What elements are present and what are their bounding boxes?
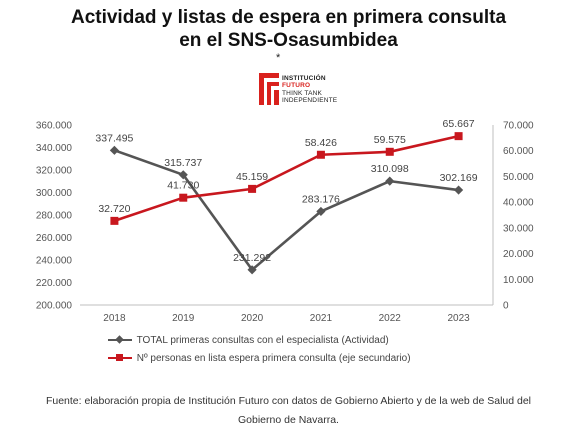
data-point-activity (385, 176, 395, 186)
data-label: 337.495 (95, 132, 133, 144)
data-point-activity (316, 206, 326, 217)
data-label: 65.667 (443, 118, 475, 130)
chart-title-line1: Actividad y listas de espera en primera … (70, 7, 507, 28)
data-point-waiting-list (248, 184, 257, 193)
data-label: 58.426 (305, 137, 337, 149)
data-point-waiting-list (316, 150, 325, 159)
y-primary-tick-label: 240.000 (36, 256, 73, 267)
series-markers (109, 132, 464, 275)
logo-line4: INDEPENDIENTE (282, 97, 338, 105)
chart-axes: 200.000 220.000 240.000 260.000 280.000 300.0… (36, 121, 534, 325)
data-point-waiting-list (110, 216, 119, 225)
institucion-futuro-logo: INSTITUCIÓN FUTURO THINK TANK INDEPENDIE… (259, 72, 369, 108)
y-primary-tick-label: 360.000 (36, 121, 73, 132)
x-tick-label: 2020 (241, 313, 264, 324)
data-point-activity (109, 145, 120, 155)
data-label: 41.730 (167, 180, 199, 192)
data-point-waiting-list (179, 193, 188, 202)
y-secondary-tick-label: 10.000 (503, 275, 534, 286)
legend-label-waiting-list: Nº personas en lista espera primera cons… (136, 353, 411, 364)
y-secondary-tick-label: 40.000 (503, 198, 534, 209)
source-note-line2: Gobierno de Navarra. (238, 414, 339, 426)
legend-item-activity: TOTAL primeras consultas con el especial… (108, 335, 389, 346)
y-primary-tick-label: 280.000 (36, 211, 73, 222)
y-primary-tick-label: 260.000 (36, 233, 73, 244)
data-label: 283.176 (302, 193, 340, 205)
star-mark: * (276, 52, 281, 64)
logo-mark-icon (259, 73, 279, 105)
logo-line2: FUTURO (282, 82, 311, 90)
y-secondary-tick-label: 20.000 (503, 249, 534, 260)
chart-title: Actividad y listas de espera en primera … (0, 6, 577, 52)
legend-swatch-waiting-list (108, 354, 132, 362)
data-label: 59.575 (374, 134, 406, 146)
data-label: 310.098 (371, 163, 409, 175)
chart-area: 200.000 220.000 240.000 260.000 280.000 300.0… (36, 118, 534, 325)
x-tick-label: 2019 (172, 313, 195, 324)
data-point-activity (247, 265, 257, 275)
legend-item-waiting-list: Nº personas en lista espera primera cons… (108, 353, 411, 364)
data-label: 315.737 (164, 157, 202, 169)
logo-line3: THINK TANK (282, 89, 323, 97)
data-labels: 337.495 315.737 231.292 283.176 310.098 302.1… (95, 118, 477, 264)
data-point-activity (178, 170, 188, 180)
y-secondary-tick-label: 50.000 (503, 172, 534, 183)
logo-line1: INSTITUCIÓN (282, 75, 326, 82)
data-point-waiting-list (385, 147, 394, 156)
data-point-waiting-list (454, 132, 463, 141)
y-primary-tick-label: 320.000 (36, 166, 73, 177)
source-note-line1: Fuente: elaboración propia de Institució… (45, 395, 532, 407)
x-tick-label: 2018 (103, 313, 126, 324)
y-primary-tick-label: 340.000 (36, 143, 73, 154)
y-secondary-tick-label: 70.000 (503, 121, 534, 132)
y-secondary-tick-label: 30.000 (503, 223, 534, 234)
data-label: 32.720 (98, 203, 130, 215)
y-primary-tick-label: 200.000 (36, 301, 73, 312)
y-primary-tick-label: 300.000 (36, 188, 73, 199)
x-tick-label: 2021 (310, 313, 333, 324)
logo-text: INSTITUCIÓN FUTURO THINK TANK INDEPENDIE… (282, 75, 337, 105)
series-lines (113, 134, 459, 272)
legend-swatch-activity (108, 335, 132, 345)
source-note: Fuente: elaboración propia de Institució… (0, 392, 577, 430)
data-label: 231.292 (233, 252, 271, 264)
chart-title-line2: en el SNS-Osasumbidea (179, 30, 398, 51)
data-label: 45.159 (236, 171, 268, 183)
x-tick-label: 2023 (447, 313, 470, 324)
data-point-activity (453, 185, 464, 195)
y-primary-tick-label: 220.000 (36, 278, 73, 289)
y-secondary-tick-label: 0 (503, 301, 509, 312)
series-line-0 (113, 149, 459, 272)
data-label: 302.169 (440, 172, 478, 184)
y-secondary-tick-label: 60.000 (503, 146, 534, 157)
series-line-1 (114, 134, 459, 223)
x-tick-label: 2022 (379, 313, 402, 324)
legend-label-activity: TOTAL primeras consultas con el especial… (136, 335, 389, 346)
